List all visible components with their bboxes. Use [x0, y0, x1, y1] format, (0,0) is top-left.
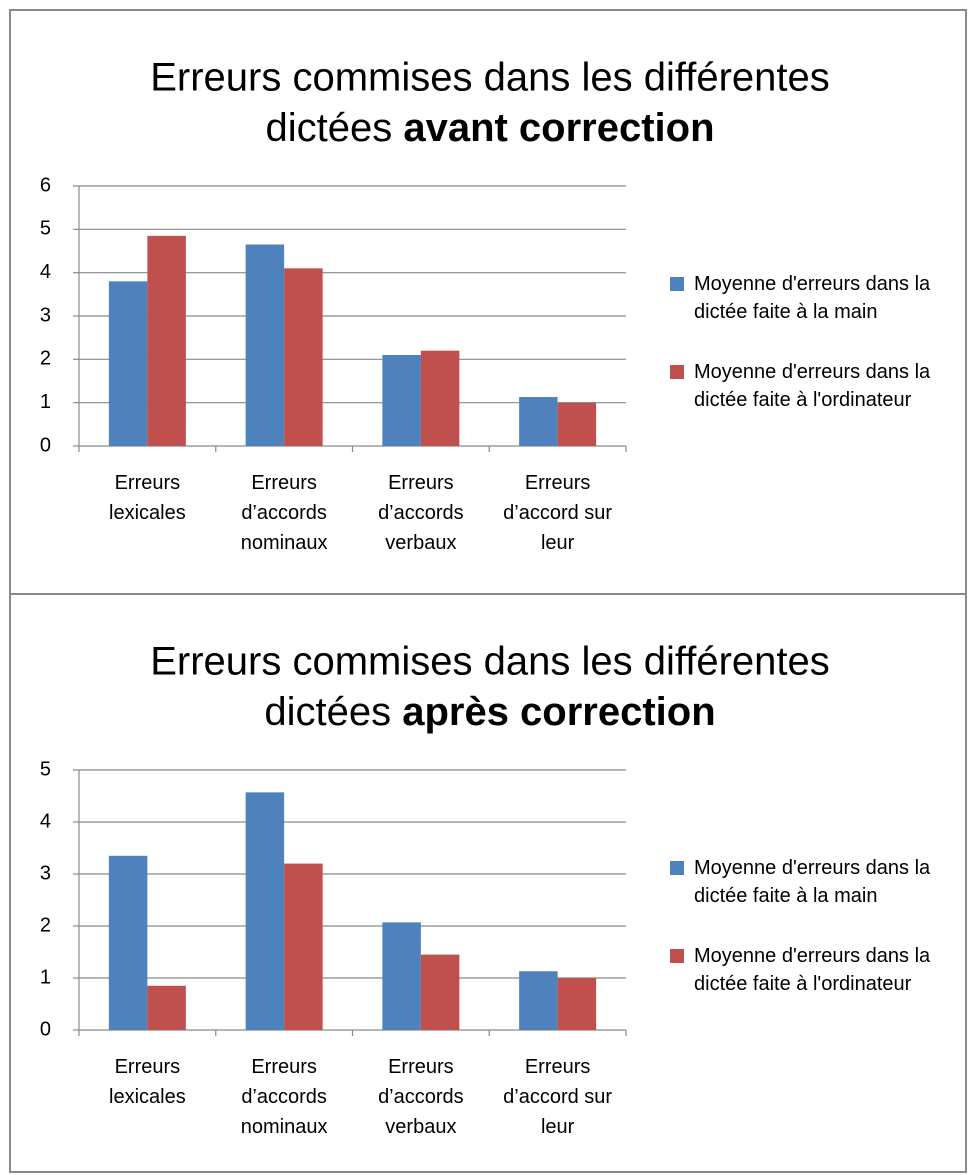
bar — [284, 863, 323, 1030]
x-tick-label: Erreurs d’accords verbaux — [378, 1056, 464, 1138]
y-tick-label: 3 — [40, 862, 51, 884]
bar — [382, 355, 421, 446]
title-space — [392, 106, 403, 150]
x-tick-label: Erreurs lexicales — [109, 1056, 186, 1108]
title-text: dictées — [265, 106, 392, 150]
bar — [147, 235, 186, 446]
bar — [108, 855, 148, 1030]
bar — [108, 281, 148, 446]
y-tick-label: 0 — [40, 1018, 51, 1040]
chart-panel: Erreurs commises dans les différentes dic… — [9, 593, 967, 1173]
y-tick-label: 5 — [40, 758, 51, 780]
title-emphasis: avant correction — [403, 106, 714, 150]
chart-title: Erreurs commises dans les différentes — [150, 640, 830, 684]
legend-label: Moyenne d'erreurs dans la dictée faite à… — [694, 273, 931, 323]
chart-title: dictées après correction — [264, 690, 715, 734]
chart-title: dictées avant correction — [265, 106, 714, 150]
chart: Erreurs commises dans les différentes dic… — [40, 640, 830, 1041]
legend-label: Moyenne d'erreurs dans la dictée faite à… — [694, 945, 931, 995]
chart-panel: Erreurs commises dans les différentes dic… — [9, 9, 967, 595]
bar — [557, 402, 597, 446]
bar — [420, 954, 460, 1030]
x-tick-label: Erreurs d’accords verbaux — [378, 472, 464, 554]
bar — [519, 397, 558, 446]
title-emphasis: après correction — [402, 690, 715, 734]
legend-swatch — [670, 861, 684, 875]
bar — [519, 971, 558, 1030]
x-tick-label: Erreurs d’accord sur leur — [503, 1056, 613, 1138]
y-tick-label: 4 — [40, 261, 51, 283]
x-tick-label: Erreurs d’accord sur leur — [503, 472, 613, 554]
bar — [420, 350, 460, 446]
legend-label: Moyenne d'erreurs dans la dictée faite à… — [694, 361, 931, 411]
x-tick-label: Erreurs lexicales — [109, 472, 186, 524]
y-tick-label: 4 — [40, 810, 51, 832]
y-tick-label: 3 — [40, 304, 51, 326]
y-tick-label: 2 — [40, 348, 51, 370]
bar — [245, 792, 285, 1030]
bar — [284, 268, 323, 446]
bar — [245, 244, 285, 446]
x-tick-label: Erreurs d’accords nominaux — [240, 472, 328, 554]
bar — [147, 985, 186, 1030]
title-space — [391, 690, 402, 734]
y-tick-label: 1 — [40, 966, 51, 988]
y-tick-label: 2 — [40, 914, 51, 936]
legend-swatch — [670, 365, 684, 379]
chart-title: Erreurs commises dans les différentes — [150, 56, 830, 100]
legend-label: Moyenne d'erreurs dans la dictée faite à… — [694, 857, 931, 907]
legend-swatch — [670, 949, 684, 963]
bar — [557, 978, 597, 1030]
bar — [382, 922, 421, 1030]
y-tick-label: 0 — [40, 434, 51, 456]
legend-swatch — [670, 277, 684, 291]
title-text: dictées — [264, 690, 391, 734]
y-tick-label: 1 — [40, 391, 51, 413]
y-tick-label: 6 — [40, 174, 51, 196]
x-tick-label: Erreurs d’accords nominaux — [240, 1056, 328, 1138]
y-tick-label: 5 — [40, 218, 51, 240]
chart: Erreurs commises dans les différentes dic… — [40, 56, 830, 457]
